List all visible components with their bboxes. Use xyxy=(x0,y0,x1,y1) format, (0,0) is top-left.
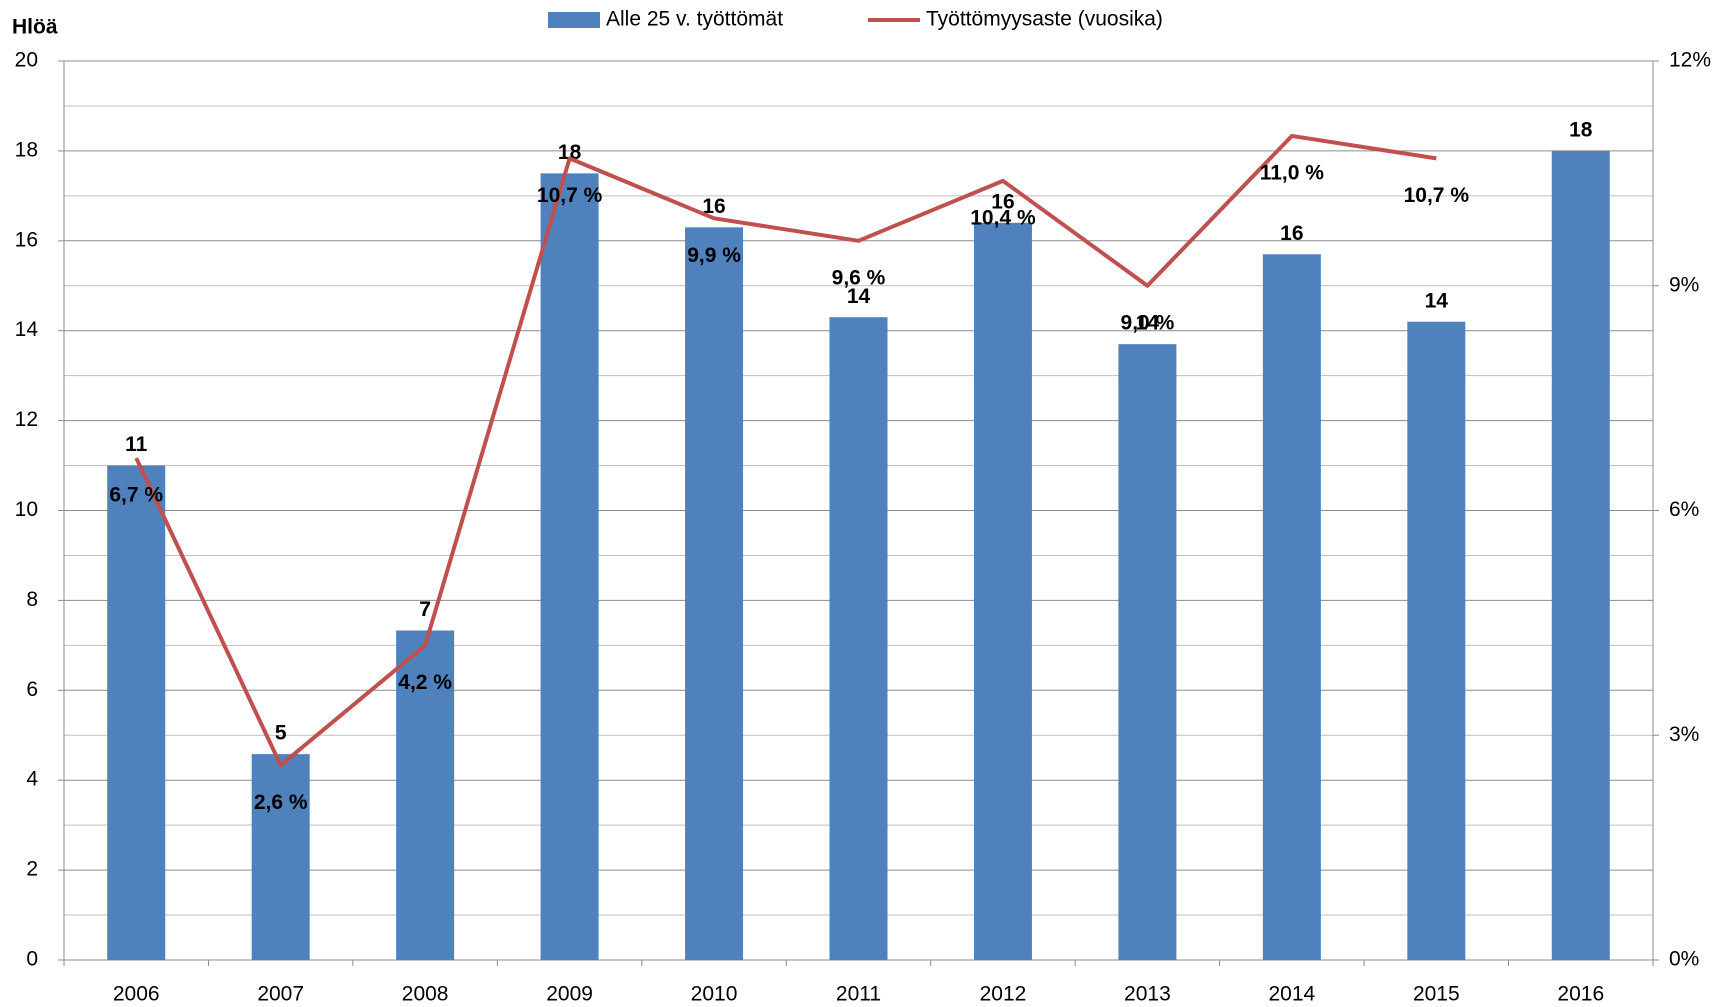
bar xyxy=(1551,150,1610,960)
x-tick-label: 2010 xyxy=(691,983,738,1006)
y-tick-label: 20 xyxy=(15,49,38,72)
bar-value-label: 16 xyxy=(702,195,725,218)
line xyxy=(134,133,1437,768)
y-tick-label: 14 xyxy=(15,318,39,341)
bar-value-label: 14 xyxy=(1425,289,1449,312)
line-value-label: 6,7 % xyxy=(109,484,163,507)
bar-value-label: 18 xyxy=(1569,118,1593,141)
line-value-label: 2,6 % xyxy=(254,791,308,814)
x-tick-label: 2009 xyxy=(546,983,593,1006)
x-tick-label: 2007 xyxy=(257,983,304,1006)
y2-tick-label: 3% xyxy=(1669,723,1699,746)
line-value-label: 10,7 % xyxy=(1404,184,1470,207)
x-tick-label: 2014 xyxy=(1269,983,1316,1006)
line-value-label: 11,0 % xyxy=(1260,161,1325,184)
bar xyxy=(107,465,166,960)
bar-value-label: 14 xyxy=(847,285,871,308)
x-tick-label: 2006 xyxy=(113,983,160,1006)
bar-value-label: 11 xyxy=(125,433,148,456)
y-tick-label: 18 xyxy=(15,138,38,161)
bar xyxy=(685,227,744,960)
y2-tick-label: 9% xyxy=(1669,273,1699,296)
y-axis-label: Hlöä xyxy=(12,16,58,39)
bar-value-label: 18 xyxy=(558,141,582,164)
x-tick-label: 2008 xyxy=(402,983,449,1006)
y-tick-label: 8 xyxy=(26,588,38,611)
bar-value-label: 5 xyxy=(275,722,287,745)
x-tick-label: 2011 xyxy=(836,983,881,1006)
line-value-label: 4,2 % xyxy=(398,671,452,694)
bar xyxy=(1262,254,1321,960)
bar-value-label: 16 xyxy=(1280,222,1303,245)
y-tick-label: 4 xyxy=(26,768,38,791)
y-tick-label: 0 xyxy=(26,948,38,971)
x-tick-label: 2016 xyxy=(1557,983,1604,1006)
y-tick-label: 16 xyxy=(15,228,38,251)
y2-tick-label: 12% xyxy=(1669,49,1711,72)
bar xyxy=(540,173,599,960)
y-tick-label: 6 xyxy=(26,678,38,701)
bar-value-label: 14 xyxy=(1136,312,1160,335)
legend-label: Alle 25 v. työttömät xyxy=(606,8,783,31)
x-tick-label: 2015 xyxy=(1413,983,1460,1006)
legend-swatch xyxy=(548,12,600,28)
y2-tick-label: 0% xyxy=(1669,948,1699,971)
legend-label: Työttömyysaste (vuosika) xyxy=(926,8,1163,31)
y2-tick-label: 6% xyxy=(1669,498,1699,521)
line-value-label: 10,7 % xyxy=(537,184,603,207)
bar xyxy=(251,754,310,960)
line-value-label: 9,6 % xyxy=(832,266,886,289)
x-tick-label: 2012 xyxy=(980,983,1027,1006)
line-value-label: 9,0 % xyxy=(1121,311,1175,334)
y-tick-label: 10 xyxy=(15,498,38,521)
x-tick-label: 2013 xyxy=(1124,983,1171,1006)
y-tick-label: 12 xyxy=(15,408,38,431)
bar xyxy=(1118,344,1177,960)
line-value-label: 10,4 % xyxy=(970,206,1036,229)
bar xyxy=(973,222,1032,960)
bar xyxy=(829,317,888,961)
bar xyxy=(1407,321,1466,961)
bar-value-label: 7 xyxy=(419,598,431,621)
bar-value-label: 16 xyxy=(991,190,1014,213)
bar xyxy=(396,630,455,960)
line-value-label: 9,9 % xyxy=(687,244,741,267)
y-tick-label: 2 xyxy=(26,858,38,881)
